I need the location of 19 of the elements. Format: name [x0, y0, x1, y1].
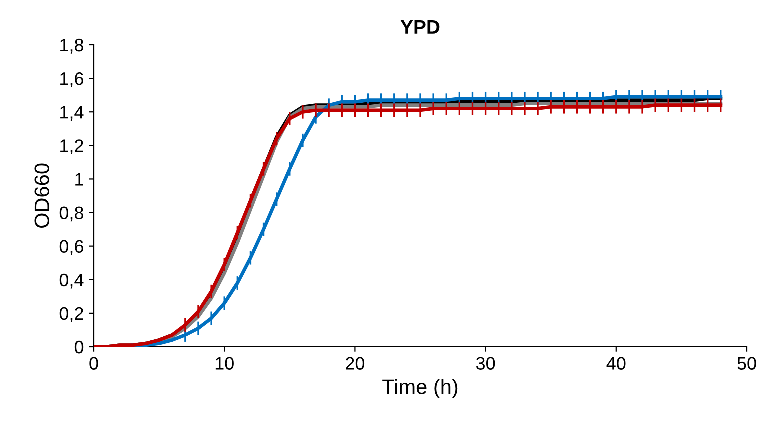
x-axis-title: Time (h) — [382, 379, 458, 399]
y-tick-label: 0,6 — [60, 240, 84, 256]
x-tick-label: 0 — [90, 357, 98, 370]
y-tick-label: 1,4 — [60, 106, 84, 121]
y-axis-title: OD660 — [34, 164, 50, 228]
y-tick-label: 0,4 — [60, 274, 84, 289]
x-tick-label: 30 — [476, 357, 496, 370]
y-tick-label: 1 — [76, 173, 84, 186]
y-tick-label: 0 — [74, 340, 84, 354]
y-tick-label: 0,8 — [60, 206, 84, 222]
y-tick-label: 0,2 — [60, 307, 84, 322]
x-tick-label: 40 — [606, 357, 626, 370]
y-tick-label: 1,2 — [60, 140, 84, 155]
x-tick-label: 20 — [346, 357, 365, 370]
chart-title: YPD — [400, 20, 440, 34]
y-tick-label: 1,6 — [60, 72, 84, 88]
x-tick-label: 10 — [216, 357, 234, 370]
x-tick-label: 50 — [738, 357, 756, 370]
y-tick-label: 1,8 — [60, 38, 84, 54]
